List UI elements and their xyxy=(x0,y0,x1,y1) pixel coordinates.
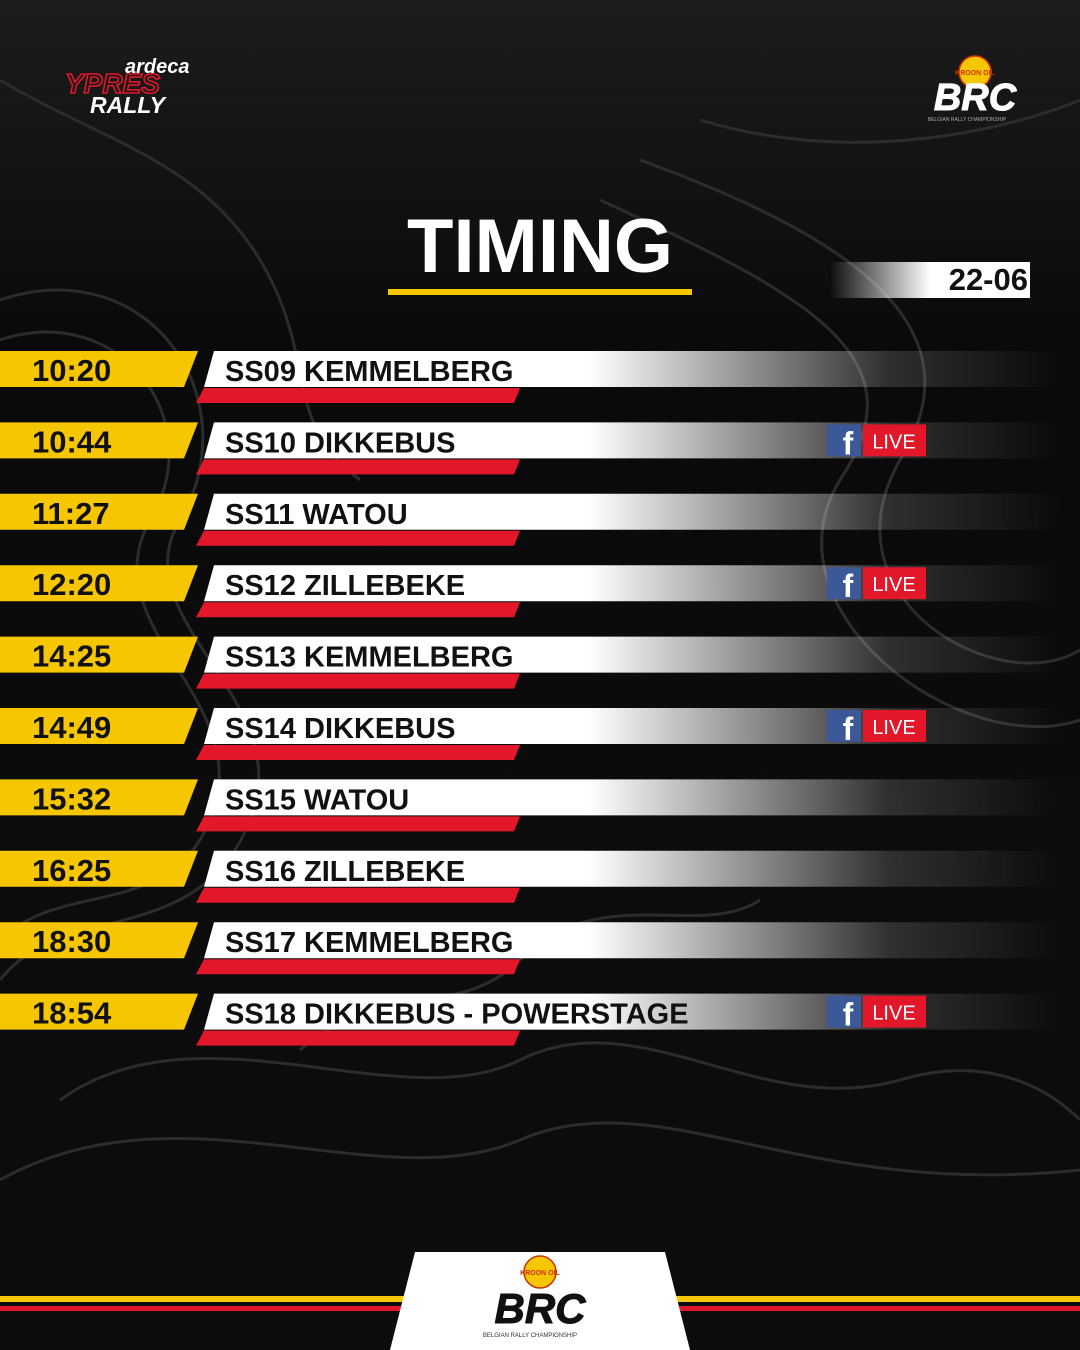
stage-underline xyxy=(196,887,520,903)
schedule-row: 15:32 SS15 WATOU xyxy=(0,779,1060,832)
live-badge xyxy=(863,567,926,600)
stage-bar xyxy=(204,779,1060,816)
stage-bar xyxy=(204,493,1060,530)
stage-underline xyxy=(196,388,520,403)
stage: SS12 ZILLEBEKE xyxy=(225,570,465,602)
time-box xyxy=(0,351,198,387)
stage-bar xyxy=(204,850,1060,887)
stage-bar xyxy=(204,351,1060,387)
date: 22-06 xyxy=(949,262,1028,297)
footer-brc-text: BRC xyxy=(495,1285,587,1332)
live-badge xyxy=(863,424,926,457)
live-badge xyxy=(863,995,926,1028)
footer-kroon-badge xyxy=(523,1255,557,1289)
stage: SS09 KEMMELBERG xyxy=(225,356,513,388)
time: 10:20 xyxy=(32,353,111,388)
time-box xyxy=(0,493,198,530)
logo-sponsor: ardeca xyxy=(125,56,190,78)
stage-bar xyxy=(204,636,1060,673)
footer-kroon-text: KROON OIL xyxy=(520,1270,560,1277)
facebook-icon xyxy=(827,995,861,1028)
stage: SS16 ZILLEBEKE xyxy=(225,856,465,888)
stage: SS15 WATOU xyxy=(225,784,409,816)
time: 10:44 xyxy=(32,424,112,459)
schedule-row: 14:25 SS13 KEMMELBERG xyxy=(0,636,1060,689)
footer-tagline: BELGIAN RALLY CHAMPIONSHIP xyxy=(483,1333,577,1339)
time: 14:49 xyxy=(32,710,111,745)
stage: SS13 KEMMELBERG xyxy=(225,642,513,674)
event-logo: ardeca YPRES RALLY xyxy=(64,56,190,118)
facebook-icon xyxy=(827,567,861,600)
stage: SS11 WATOU xyxy=(225,499,408,531)
live-badge xyxy=(863,710,926,742)
schedule-row: 12:20 SS12 ZILLEBEKE f LIVE xyxy=(0,565,1060,618)
time-box xyxy=(0,422,198,459)
schedule-row: 10:20 SS09 KEMMELBERG xyxy=(0,351,1060,403)
kroon-text: KROON OIL xyxy=(955,70,995,77)
time-box xyxy=(0,922,198,959)
stage-underline xyxy=(196,816,520,832)
title-underline xyxy=(388,289,692,295)
time-box xyxy=(0,708,198,744)
schedule-row: 14:49 SS14 DIKKEBUS f LIVE xyxy=(0,708,1060,760)
stage: SS18 DIKKEBUS - POWERSTAGE xyxy=(225,999,689,1031)
logo-name: YPRES xyxy=(65,68,160,99)
time: 18:54 xyxy=(32,996,112,1031)
time-box xyxy=(0,565,198,602)
stage: SS14 DIKKEBUS xyxy=(225,713,455,745)
live-label: LIVE xyxy=(872,431,915,453)
time: 11:27 xyxy=(32,496,110,531)
facebook-f: f xyxy=(843,425,854,461)
live-label: LIVE xyxy=(872,717,915,739)
facebook-f: f xyxy=(843,711,854,747)
time: 18:30 xyxy=(32,924,111,959)
schedule-row: 18:54 SS18 DIKKEBUS - POWERSTAGE f LIVE xyxy=(0,993,1060,1046)
stage-underline xyxy=(196,1030,520,1046)
stage-underline xyxy=(196,602,520,618)
kroon-badge xyxy=(958,55,992,89)
series-logo: KROON OIL BRC BELGIAN RALLY CHAMPIONSHIP xyxy=(928,55,1017,123)
time-box xyxy=(0,779,198,816)
time: 14:25 xyxy=(32,639,111,674)
footer: KROON OIL BRC BELGIAN RALLY CHAMPIONSHIP xyxy=(0,1252,1080,1350)
stage-underline xyxy=(196,673,520,689)
time-box xyxy=(0,993,198,1030)
stage-bar xyxy=(204,922,1060,959)
stage-underline xyxy=(196,459,520,475)
stage-underline xyxy=(196,959,520,975)
time: 12:20 xyxy=(32,567,111,602)
time-box xyxy=(0,636,198,673)
brc-tagline: BELGIAN RALLY CHAMPIONSHIP xyxy=(928,117,1007,123)
stage: SS17 KEMMELBERG xyxy=(225,927,513,959)
live-label: LIVE xyxy=(872,1003,915,1025)
live-label: LIVE xyxy=(872,574,915,596)
schedule-row: 11:27 SS11 WATOU xyxy=(0,493,1060,546)
brc-text: BRC xyxy=(934,77,1017,119)
time-box xyxy=(0,850,198,887)
footer-plate xyxy=(390,1252,690,1350)
stage-underline xyxy=(196,530,520,546)
time: 16:25 xyxy=(32,853,111,888)
facebook-f: f xyxy=(843,997,854,1033)
date-bar xyxy=(830,262,1030,298)
schedule-row: 10:44 SS10 DIKKEBUS f LIVE xyxy=(0,422,1060,475)
stage-underline xyxy=(196,745,520,760)
stage: SS10 DIKKEBUS xyxy=(225,427,455,459)
facebook-icon xyxy=(827,710,861,742)
time: 15:32 xyxy=(32,781,111,816)
schedule-row: 18:30 SS17 KEMMELBERG xyxy=(0,922,1060,975)
facebook-icon xyxy=(827,424,861,457)
facebook-f: f xyxy=(843,568,854,604)
logo-suffix: RALLY xyxy=(90,92,168,118)
schedule-row: 16:25 SS16 ZILLEBEKE xyxy=(0,850,1060,903)
title: TIMING xyxy=(407,204,673,289)
